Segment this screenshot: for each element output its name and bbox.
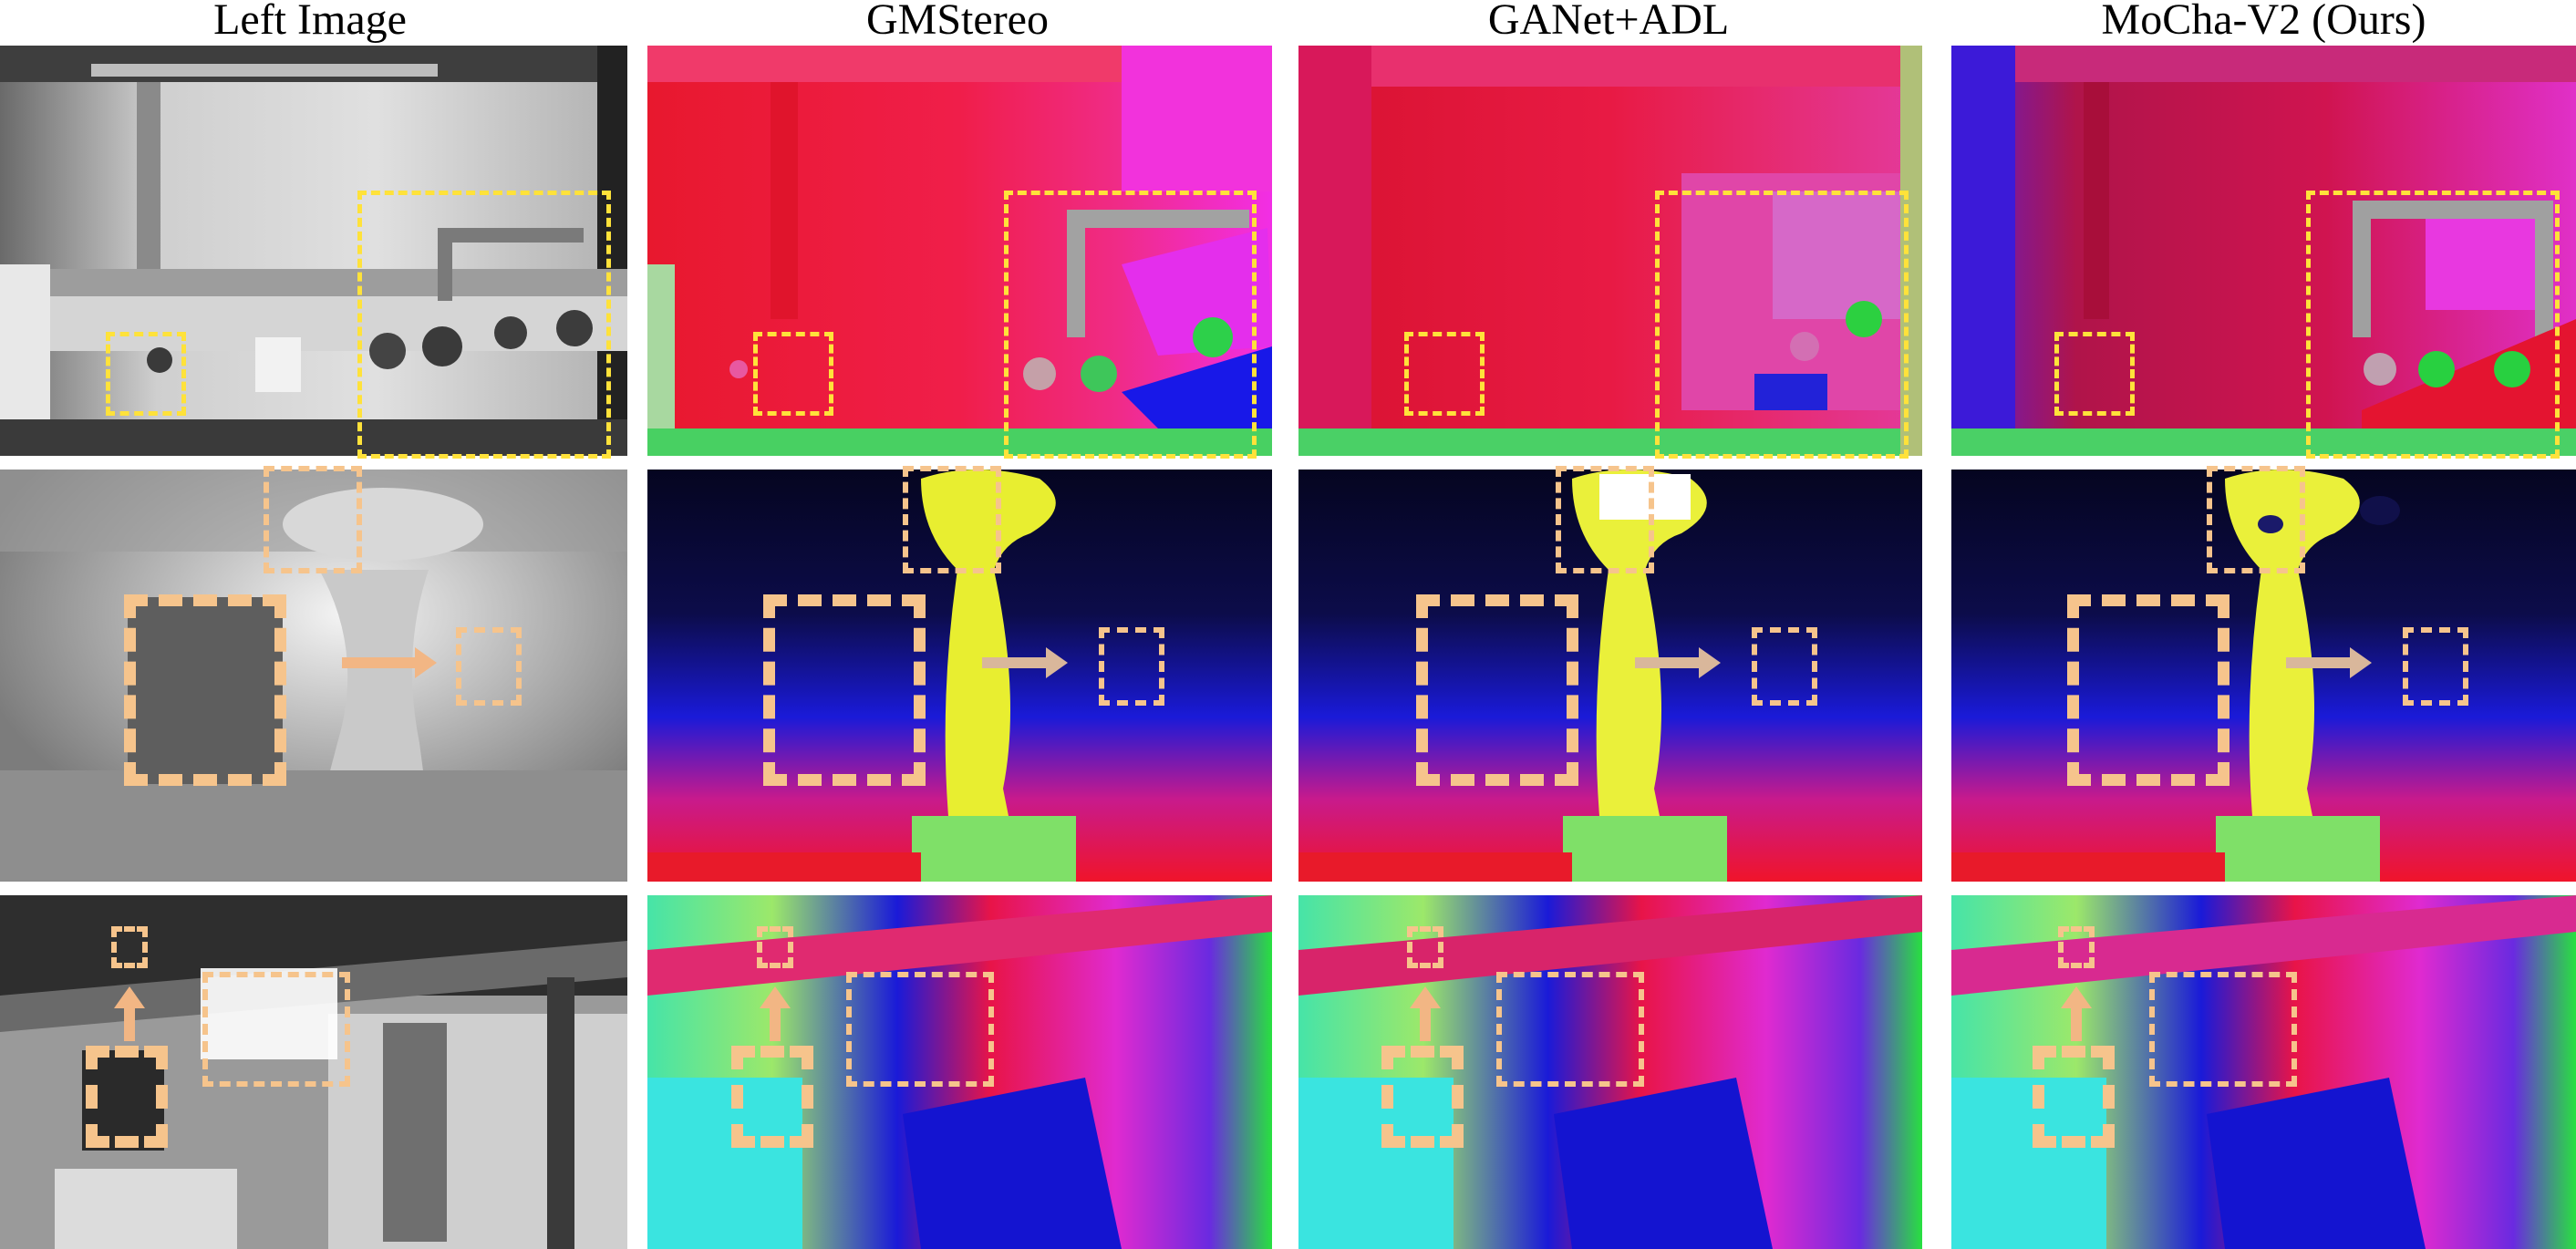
column-title-gmstereo: GMStereo [866,0,1049,44]
row3-mocha-zoom-box-large [2033,1046,2115,1148]
row3-ganet-adl-disparity [1298,895,1922,1249]
row3-mocha-arrow-icon [2061,986,2092,1041]
row3-gmstereo-arrow-icon [760,986,791,1041]
row2-mocha-arrow-icon [2286,647,2373,678]
row2-mocha-zoom-box-right [2403,627,2468,706]
row2-mocha-v2-disparity [1951,470,2576,882]
row1-mocha-zoom-box-small [2054,332,2135,416]
row2-left-zoom-box-large [124,594,286,786]
row3-left-zoom-box-large [86,1046,168,1148]
column-title-ganet-adl: GANet+ADL [1487,0,1730,44]
row2-gmstereo-zoom-box-large [763,594,926,786]
row3-gmstereo-zoom-box-large [731,1046,813,1148]
row2-left-image [0,470,627,882]
row2-mocha-zoom-box-top [2207,466,2305,573]
row2-ganet-arrow-icon [1635,647,1722,678]
row2-ganet-adl-disparity [1298,470,1922,882]
row3-ganet-zoom-box-mid [1496,972,1644,1087]
row3-mocha-v2-disparity [1951,895,2576,1249]
row1-mocha-zoom-box-large [2306,191,2560,459]
row1-left-image [0,46,627,456]
row2-left-zoom-box-top [264,466,362,573]
row1-ganet-zoom-box-large [1655,191,1909,459]
row2-gmstereo-disparity [647,470,1272,882]
row3-gmstereo-zoom-box-mid [846,972,994,1087]
row2-ganet-zoom-box-right [1752,627,1817,706]
row1-gmstereo-zoom-box-small [753,332,833,416]
row3-left-arrow-icon [114,986,145,1041]
row3-mocha-zoom-box-mid [2149,972,2297,1087]
column-title-mocha-v2: MoCha-V2 (Ours) [2101,0,2426,44]
row3-mocha-zoom-box-top [2058,926,2095,968]
row3-gmstereo-disparity [647,895,1272,1249]
row3-left-zoom-box-top [111,926,148,968]
row3-left-image [0,895,627,1249]
row1-gmstereo-disparity [647,46,1272,456]
row2-ganet-zoom-box-large [1416,594,1578,786]
row2-gmstereo-arrow-icon [982,647,1069,678]
row3-left-zoom-box-mid [202,972,350,1087]
row1-ganet-adl-disparity [1298,46,1922,456]
row1-mocha-v2-disparity [1951,46,2576,456]
row1-left-zoom-box-large [357,191,611,459]
row2-mocha-zoom-box-large [2067,594,2229,786]
row3-ganet-arrow-icon [1410,986,1441,1041]
row2-left-arrow-icon [342,647,438,678]
row2-left-zoom-box-right [456,627,522,706]
row3-ganet-zoom-box-large [1381,1046,1464,1148]
column-title-left-image: Left Image [213,0,407,44]
row3-gmstereo-zoom-box-top [757,926,793,968]
row2-gmstereo-zoom-box-right [1099,627,1164,706]
row1-left-zoom-box-small [106,332,186,416]
row2-gmstereo-zoom-box-top [903,466,1001,573]
row1-ganet-zoom-box-small [1404,332,1485,416]
row3-ganet-zoom-box-top [1407,926,1443,968]
row1-gmstereo-zoom-box-large [1004,191,1257,459]
row2-ganet-zoom-box-top [1556,466,1654,573]
